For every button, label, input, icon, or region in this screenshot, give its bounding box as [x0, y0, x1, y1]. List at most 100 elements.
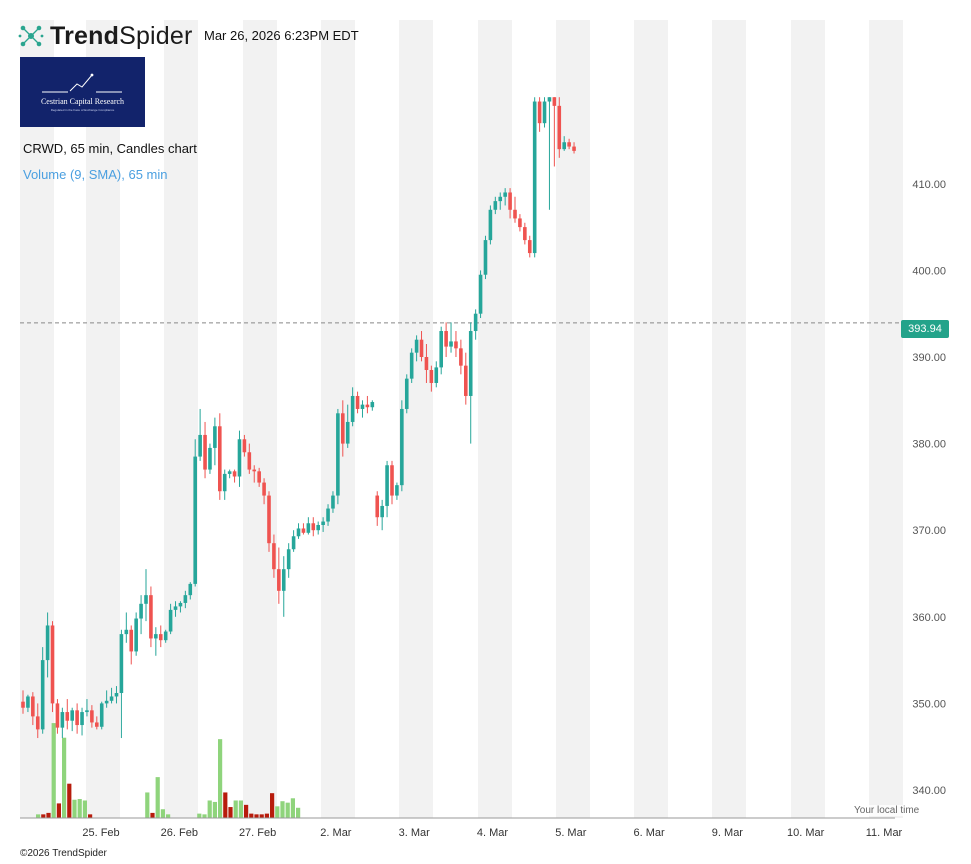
candle-body [557, 105, 562, 150]
candle-body [262, 482, 266, 496]
candle-body [232, 471, 237, 477]
volume-bar [244, 804, 249, 818]
candle-body [380, 505, 384, 518]
volume-bar [51, 723, 56, 818]
candle-body [370, 402, 375, 408]
session-band [556, 20, 590, 818]
candle-body [31, 696, 35, 717]
session-band [712, 20, 746, 818]
volume-bar [36, 814, 41, 818]
candle-body [26, 696, 30, 708]
candle-body [390, 465, 394, 496]
candle-body [218, 426, 222, 492]
candle-body [65, 712, 70, 721]
candle-body [360, 404, 365, 409]
volume-bars [36, 723, 301, 818]
candle-body [527, 240, 532, 254]
candle-body [429, 369, 434, 383]
candle-body [483, 240, 488, 275]
cestrian-badge: Cestrian Capital Research Regulated in t… [20, 57, 145, 127]
candle-body [158, 634, 163, 641]
volume-indicator-label[interactable]: Volume (9, SMA), 65 min [23, 167, 168, 182]
candle-body [444, 331, 448, 347]
spider-logo-icon [18, 25, 44, 47]
candle-body [144, 595, 148, 604]
session-band [243, 20, 277, 818]
copyright: ©2026 TrendSpider [20, 848, 107, 859]
candle-body [537, 101, 542, 124]
volume-bar [290, 798, 295, 818]
x-tick-label: 3. Mar [399, 827, 431, 839]
x-tick-label: 5. Mar [555, 827, 587, 839]
candle-body [572, 146, 576, 151]
volume-bar [41, 814, 46, 818]
x-axis: 25. Feb 26. Feb 27. Feb 2. Mar 3. Mar 4. Mar 5… [82, 827, 902, 839]
volume-bar [270, 793, 275, 818]
candle-body [188, 583, 193, 596]
candle-body [478, 274, 483, 314]
candle-body [55, 703, 60, 728]
x-tick-label: 10. Mar [787, 827, 825, 839]
candle-body [193, 456, 197, 584]
candle-body [50, 625, 55, 704]
candle-body [35, 716, 40, 730]
volume-bar [212, 801, 217, 818]
session-band [86, 20, 120, 818]
candle-body [168, 609, 173, 632]
y-tick-label: 400.00 [912, 265, 946, 277]
candle-body [85, 710, 89, 713]
x-tick-label: 4. Mar [477, 827, 509, 839]
volume-bar [275, 806, 280, 818]
candle-body [60, 712, 65, 728]
volume-bar [238, 800, 243, 818]
candle-body [424, 357, 429, 370]
volume-bar [233, 800, 238, 818]
volume-bar [150, 812, 155, 818]
y-tick-label: 410.00 [912, 179, 946, 191]
candle-body [365, 404, 370, 408]
volume-bar [72, 799, 77, 818]
candle-body [532, 101, 537, 254]
candle-body [178, 602, 183, 607]
candle-body [267, 495, 271, 544]
candle-body [222, 473, 227, 492]
candle-body [119, 634, 124, 694]
candle-body [350, 395, 355, 422]
session-band [478, 20, 512, 818]
candle-body [213, 426, 217, 448]
candle-body [523, 227, 527, 241]
symbol-label[interactable]: CRWD, 65 min, Candles chart [23, 141, 197, 156]
candle-body [163, 631, 168, 641]
session-band [399, 20, 433, 818]
candle-body [139, 603, 143, 619]
candle-body [341, 413, 345, 444]
candle-body [498, 196, 503, 202]
y-tick-label: 380.00 [912, 439, 946, 451]
candle-body [459, 348, 463, 366]
volume-bar [46, 812, 51, 818]
candle-body [547, 97, 552, 102]
session-band [634, 20, 668, 818]
candle-body [316, 525, 320, 531]
candle-body [286, 549, 291, 570]
volume-bar [67, 783, 72, 818]
candle-body [272, 543, 276, 570]
session-band [791, 20, 825, 818]
session-band [164, 20, 198, 818]
candle-body [257, 471, 261, 483]
candle-body [513, 209, 517, 219]
trendspider-logo[interactable]: TrendSpider [18, 20, 193, 52]
volume-bar [223, 792, 228, 818]
candle-body [104, 700, 109, 704]
candle-body [464, 365, 468, 396]
candle-body [227, 471, 232, 474]
candle-body [183, 595, 188, 603]
volume-bar [296, 807, 301, 818]
brand-light: Spider [119, 21, 193, 50]
candle-body [503, 192, 507, 197]
candle-body [129, 629, 134, 652]
volume-bar [77, 799, 82, 818]
candle-body [208, 447, 212, 470]
y-axis: 340.00 350.00 360.00 370.00 380.00 390.00 400.… [912, 179, 946, 797]
